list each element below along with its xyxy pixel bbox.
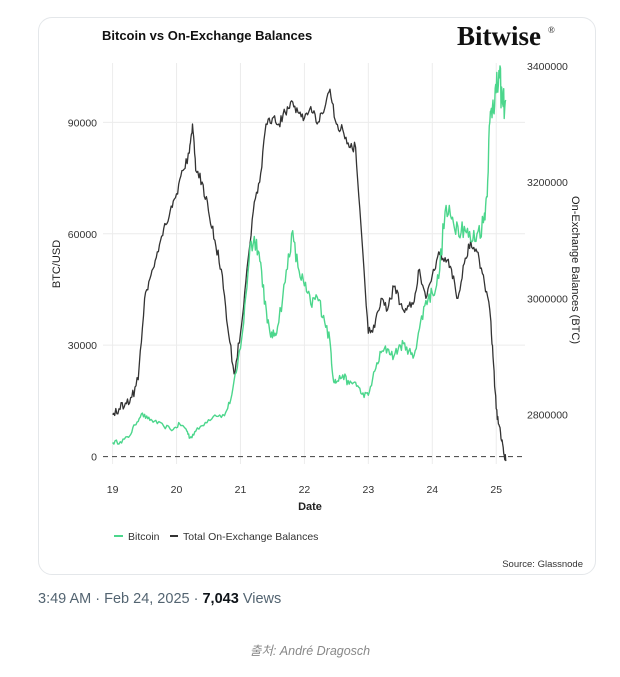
- gridlines: [103, 63, 525, 464]
- y-left-tick-label: 0: [91, 452, 97, 464]
- y-right-tick-label: 2800000: [527, 410, 568, 422]
- bitwise-logo-registered-mark: ®: [548, 25, 555, 35]
- legend-label-balances: Total On-Exchange Balances: [183, 531, 318, 543]
- series-layer: [112, 65, 507, 462]
- legend: Bitcoin Total On-Exchange Balances: [114, 531, 318, 543]
- views-count: 7,043: [202, 591, 239, 607]
- x-tick-label: 21: [235, 484, 247, 496]
- post-time[interactable]: 3:49 AM: [38, 591, 92, 607]
- y-left-tick-label: 30000: [68, 340, 97, 352]
- x-tick-label: 25: [490, 484, 502, 496]
- post-date[interactable]: Feb 24, 2025: [104, 591, 190, 607]
- chart-title: Bitcoin vs On-Exchange Balances: [102, 28, 312, 43]
- y-right-ticks: 2800000 3000000 3200000 3400000: [527, 61, 568, 422]
- series-bitcoin-line: [112, 65, 507, 445]
- post-meta: 3:49 AM · Feb 24, 2025 · 7,043 Views: [38, 591, 281, 607]
- y-right-axis-label: On-Exchange Balances (BTC): [569, 196, 581, 344]
- y-right-tick-label: 3400000: [527, 61, 568, 73]
- views-label: Views: [242, 591, 282, 607]
- x-axis-label: Date: [298, 501, 322, 513]
- bitwise-logo: Bitwise: [457, 21, 541, 51]
- y-left-tick-label: 90000: [68, 117, 97, 129]
- x-tick-label: 23: [363, 484, 375, 496]
- x-tick-label: 22: [299, 484, 311, 496]
- post-image-card: Bitcoin vs On-Exchange Balances Bitwise …: [38, 17, 596, 575]
- y-left-tick-label: 60000: [68, 229, 97, 241]
- x-ticks: 19 20 21 22 23 24 25: [107, 484, 502, 496]
- legend-label-bitcoin: Bitcoin: [128, 531, 160, 543]
- y-right-tick-label: 3000000: [527, 293, 568, 305]
- y-left-axis-label: BTC/USD: [51, 240, 63, 288]
- chart: Bitcoin vs On-Exchange Balances Bitwise …: [51, 21, 583, 570]
- y-left-ticks: 0 30000 60000 90000: [68, 117, 97, 463]
- meta-separator: ·: [193, 591, 199, 607]
- y-right-tick-label: 3200000: [527, 177, 568, 189]
- series-exchange-balances-line: [112, 88, 507, 462]
- source-note: Source: Glassnode: [502, 559, 583, 570]
- x-tick-label: 24: [426, 484, 438, 496]
- x-tick-label: 20: [171, 484, 183, 496]
- x-tick-label: 19: [107, 484, 119, 496]
- image-caption: 출처: André Dragosch: [249, 644, 371, 658]
- meta-separator: ·: [95, 591, 101, 607]
